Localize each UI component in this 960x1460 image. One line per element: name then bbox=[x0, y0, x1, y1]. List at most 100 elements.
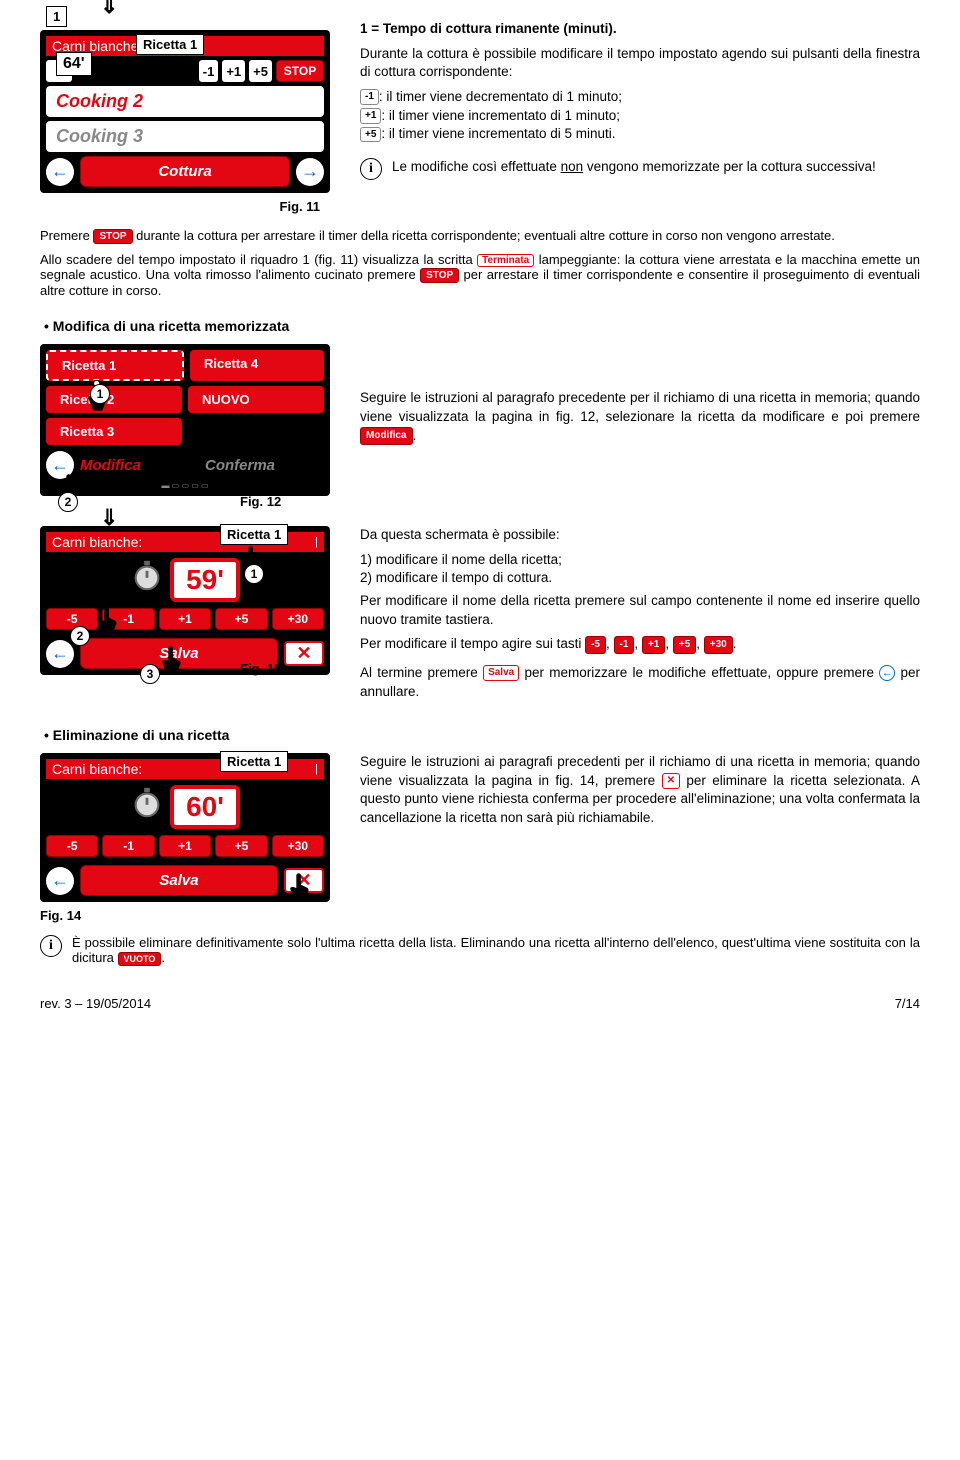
ricetta3-btn[interactable]: Ricetta 3 bbox=[46, 418, 182, 445]
p1-btn[interactable]: +1 bbox=[159, 608, 211, 630]
f13-p2: 1) modificare il nome della ricetta; bbox=[360, 551, 920, 570]
minus1-btn[interactable]: -1 bbox=[199, 60, 219, 82]
plus1-btn[interactable]: +1 bbox=[222, 60, 245, 82]
screen-delete: Carni bianche:| 60' -5 -1 +1 +5 +30 ← Sa… bbox=[40, 753, 330, 902]
fig11-info: Le modifiche così effettuate non vengono… bbox=[392, 158, 876, 177]
section-fig14: Ricetta 1 Carni bianche:| 60' -5 -1 +1 +… bbox=[40, 753, 920, 902]
callout-ricetta1: Ricetta 1 bbox=[136, 34, 204, 55]
ricetta1-btn[interactable]: Ricetta 1 bbox=[46, 350, 184, 381]
p1-inline: +1 bbox=[642, 636, 665, 654]
section-fig12: Ricetta 1 Ricetta 4 Ricetta 2 NUOVO Rice… bbox=[40, 344, 920, 496]
num-2: 2 bbox=[58, 492, 78, 512]
modifica-inline-btn: Modifica bbox=[360, 427, 413, 445]
elim-info-a: È possibile eliminare definitivamente so… bbox=[72, 935, 920, 965]
f13-p4: Per modificare il nome della ricetta pre… bbox=[360, 592, 920, 629]
nav-left-icon[interactable]: ← bbox=[46, 158, 74, 186]
plus1-inline-icon: +1 bbox=[360, 108, 381, 124]
cooking2-line: Cooking 2 bbox=[46, 86, 324, 117]
p30-inline: +30 bbox=[704, 636, 733, 654]
m5-inline: -5 bbox=[585, 636, 606, 654]
fig14-label: Fig. 14 bbox=[40, 908, 920, 923]
callout-ricetta1-b: Ricetta 1 bbox=[220, 524, 288, 545]
minus1-inline-icon: -1 bbox=[360, 89, 379, 105]
fig13-text: Da questa schermata è possibile: 1) modi… bbox=[360, 526, 920, 707]
nuovo-btn[interactable]: NUOVO bbox=[188, 386, 324, 413]
terminata-btn: Terminata bbox=[477, 254, 534, 267]
para-stop: Premere STOP durante la cottura per arre… bbox=[40, 228, 920, 244]
sec-elim-title: Eliminazione di una ricetta bbox=[60, 727, 920, 743]
f13-p5a: Per modificare il tempo agire sui tasti bbox=[360, 636, 585, 651]
p30-btn[interactable]: +30 bbox=[272, 835, 324, 857]
hand-icon bbox=[288, 871, 316, 905]
fig11-li3: : il timer viene incrementato di 5 minut… bbox=[381, 126, 615, 141]
p30-btn[interactable]: +30 bbox=[272, 608, 324, 630]
fig11-label: Fig. 11 bbox=[40, 199, 320, 214]
f13-p6a: Al termine premere bbox=[360, 665, 483, 680]
fig11-heading: 1 = Tempo di cottura rimanente (minuti). bbox=[360, 20, 920, 39]
fig11-li1: : il timer viene decrementato di 1 minut… bbox=[379, 89, 622, 104]
fig12-text: Seguire le istruzioni al paragrafo prece… bbox=[360, 389, 920, 451]
stopwatch-icon bbox=[130, 785, 164, 819]
salva-inline: Salva bbox=[483, 665, 519, 681]
stop-inline-btn2: STOP bbox=[420, 268, 459, 283]
plus5-btn[interactable]: +5 bbox=[249, 60, 272, 82]
para-terminata: Allo scadere del tempo impostato il riqu… bbox=[40, 252, 920, 298]
conferma-label[interactable]: Conferma bbox=[205, 457, 324, 474]
f13-p1: Da questa schermata è possibile: bbox=[360, 526, 920, 545]
info-final: i È possibile eliminare definitivamente … bbox=[40, 935, 920, 966]
mod-p1: Seguire le istruzioni al paragrafo prece… bbox=[360, 390, 920, 424]
fig11-text: 1 = Tempo di cottura rimanente (minuti).… bbox=[360, 20, 920, 180]
p5-inline: +5 bbox=[673, 636, 696, 654]
footer-page: 7/14 bbox=[895, 996, 920, 1011]
p1-btn[interactable]: +1 bbox=[159, 835, 211, 857]
hand-icon bbox=[160, 644, 188, 678]
sec-mod-title: Modifica di una ricetta memorizzata bbox=[60, 318, 920, 334]
vuoto-btn: VUOTO bbox=[118, 952, 162, 966]
down-arrows-icon: ⇓ bbox=[100, 512, 118, 523]
footer: rev. 3 – 19/05/2014 7/14 bbox=[40, 996, 920, 1011]
m1-inline: -1 bbox=[614, 636, 635, 654]
p5-btn[interactable]: +5 bbox=[215, 835, 267, 857]
nav-left-icon[interactable]: ← bbox=[46, 640, 74, 668]
stop-btn[interactable]: STOP bbox=[276, 60, 324, 82]
modifica-label[interactable]: Modifica bbox=[80, 457, 199, 474]
stop-inline-btn: STOP bbox=[93, 229, 132, 244]
m5-btn[interactable]: -5 bbox=[46, 608, 98, 630]
hand-icon bbox=[96, 604, 124, 638]
info-icon: i bbox=[40, 935, 62, 957]
header-text: Carni bianche: bbox=[52, 534, 142, 550]
ricetta2-btn[interactable]: Ricetta 2 bbox=[46, 386, 182, 413]
cottura-btn[interactable]: Cottura bbox=[80, 156, 290, 187]
info-icon: i bbox=[360, 158, 382, 180]
back-arrow-icon: ← bbox=[879, 665, 895, 681]
empty-slot bbox=[188, 418, 324, 445]
stop-pre: Premere bbox=[40, 228, 93, 243]
num-3: 3 bbox=[140, 664, 160, 684]
salva-btn[interactable]: Salva bbox=[80, 865, 278, 896]
fig14-text: Seguire le istruzioni ai paragrafi prece… bbox=[360, 753, 920, 834]
section-fig13: Ricetta 1 Carni bianche:| 59' -5 -1 +1 +… bbox=[40, 526, 920, 707]
callout-64: 64' bbox=[56, 52, 92, 76]
m5-btn[interactable]: -5 bbox=[46, 835, 98, 857]
fig13-label: Fig. 13 bbox=[240, 661, 281, 676]
x-btn[interactable]: ✕ bbox=[284, 641, 324, 666]
ricetta4-btn[interactable]: Ricetta 4 bbox=[190, 350, 324, 381]
f13-p3: 2) modificare il tempo di cottura. bbox=[360, 569, 920, 588]
timer-display: 59' bbox=[170, 558, 240, 602]
x-inline: ✕ bbox=[662, 773, 680, 789]
callout-1: 1 bbox=[46, 6, 67, 27]
nav-left-icon[interactable]: ← bbox=[46, 867, 74, 895]
nav-right-icon[interactable]: → bbox=[296, 158, 324, 186]
header-text: Carni bianche: bbox=[52, 761, 142, 777]
fig12-label: Fig. 12 bbox=[240, 494, 281, 509]
stopwatch-icon bbox=[130, 558, 164, 592]
f13-p6b: per memorizzare le modifiche effettuate,… bbox=[519, 665, 879, 680]
plus5-inline-icon: +5 bbox=[360, 127, 381, 143]
m1-btn[interactable]: -1 bbox=[102, 835, 154, 857]
timer-display: 60' bbox=[170, 785, 240, 829]
fig11-li2: : il timer viene incrementato di 1 minut… bbox=[381, 108, 620, 123]
p5-btn[interactable]: +5 bbox=[215, 608, 267, 630]
term-a: Allo scadere del tempo impostato il riqu… bbox=[40, 252, 477, 267]
fig11-p1: Durante la cottura è possibile modificar… bbox=[360, 45, 920, 82]
footer-rev: rev. 3 – 19/05/2014 bbox=[40, 996, 151, 1011]
